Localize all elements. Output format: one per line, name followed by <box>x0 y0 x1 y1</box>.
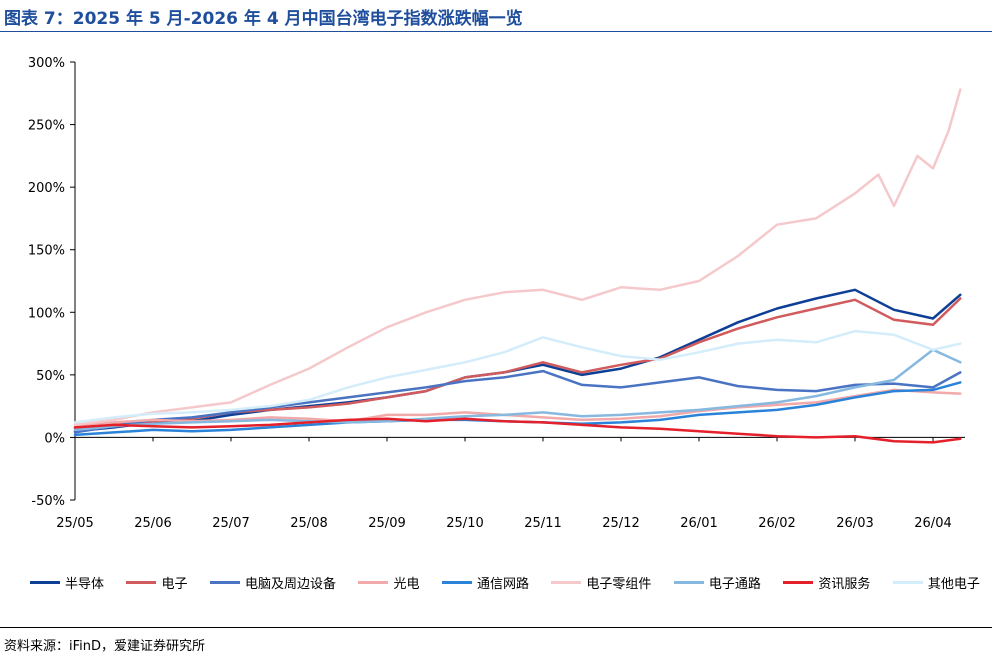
legend-swatch <box>441 580 472 584</box>
legend-item: 电子通路 <box>673 573 761 592</box>
x-tick-label: 26/02 <box>758 516 795 531</box>
legend-swatch <box>673 580 704 584</box>
legend-label: 电子通路 <box>708 576 761 592</box>
y-axis: 300% 250% 200% 150% 100% 50% 0% -50% <box>28 56 76 509</box>
y-tick-label: 250% <box>28 119 65 134</box>
legend-swatch <box>30 580 60 584</box>
series-line-6 <box>73 348 962 432</box>
x-tick-label: 25/06 <box>134 516 171 531</box>
x-tick-label: 25/12 <box>602 516 639 531</box>
legend-item: 电脑及周边设备 <box>209 573 336 592</box>
legend-item: 电子 <box>126 573 188 592</box>
series-line-7 <box>73 417 962 444</box>
chart-title: 图表 7：2025 年 5 月-2026 年 4 月中国台湾电子指数涨跌幅一览 <box>4 9 523 29</box>
x-tick-label: 25/11 <box>524 516 561 531</box>
y-tick-label: 50% <box>36 369 65 384</box>
legend-label: 资讯服务 <box>818 576 871 592</box>
title-rule <box>0 31 992 32</box>
series-line-5 <box>73 88 962 427</box>
legend-swatch <box>358 580 389 584</box>
x-tick-label: 25/05 <box>56 516 93 531</box>
y-tick-label: -50% <box>31 494 65 509</box>
series-line-1 <box>73 297 962 430</box>
legend-label: 光电 <box>393 576 420 592</box>
legend-item: 光电 <box>358 573 419 592</box>
y-tick-label: 300% <box>28 56 65 71</box>
legend-swatch <box>126 580 157 584</box>
legend-swatch <box>209 580 240 584</box>
legend-swatch <box>892 580 923 584</box>
legend-item: 资讯服务 <box>783 573 870 592</box>
series-line-3 <box>73 388 962 427</box>
x-tick-label: 25/07 <box>212 516 249 531</box>
legend-item: 其他电子 <box>892 573 980 592</box>
series-layer <box>73 88 962 444</box>
x-tick-label: 25/08 <box>290 516 327 531</box>
legend-label: 通信网路 <box>476 576 529 592</box>
legend-label: 电子 <box>161 576 188 592</box>
series-line-8 <box>73 329 962 424</box>
line-chart: 300% 250% 200% 150% 100% 50% 0% -50% 25/05 25/06… <box>28 56 965 531</box>
y-tick-label: 0% <box>44 431 65 446</box>
legend-label: 其他电子 <box>927 576 980 592</box>
legend-label: 半导体 <box>65 576 105 592</box>
x-tick-label: 25/10 <box>446 516 483 531</box>
legend-swatch <box>551 580 582 584</box>
x-axis: 25/05 25/06 25/07 25/08 25/09 25/10 25/11 25/12… <box>56 436 965 531</box>
x-tick-label: 26/04 <box>914 516 951 531</box>
x-tick-label: 26/01 <box>680 516 717 531</box>
series-line-2 <box>73 369 962 434</box>
x-tick-label: 25/09 <box>368 516 405 531</box>
source-note: 资料来源：iFinD，爱建证券研究所 <box>4 639 206 654</box>
legend-item: 通信网路 <box>441 573 529 592</box>
y-tick-label: 100% <box>28 306 65 321</box>
legend-item: 半导体 <box>30 573 104 592</box>
y-tick-label: 200% <box>28 181 65 196</box>
legend-label: 电脑及周边设备 <box>244 576 336 592</box>
legend-swatch <box>783 580 814 584</box>
legend: 半导体 电子 电脑及周边设备 光电 通信网路 电子零组件 电子通路 资讯服务 其他电子 <box>30 572 980 592</box>
legend-item: 电子零组件 <box>551 573 651 592</box>
series-line-0 <box>73 288 962 433</box>
y-tick-label: 150% <box>28 244 65 259</box>
legend-label: 电子零组件 <box>586 576 652 592</box>
bottom-rule <box>0 627 992 628</box>
x-tick-label: 26/03 <box>836 516 873 531</box>
